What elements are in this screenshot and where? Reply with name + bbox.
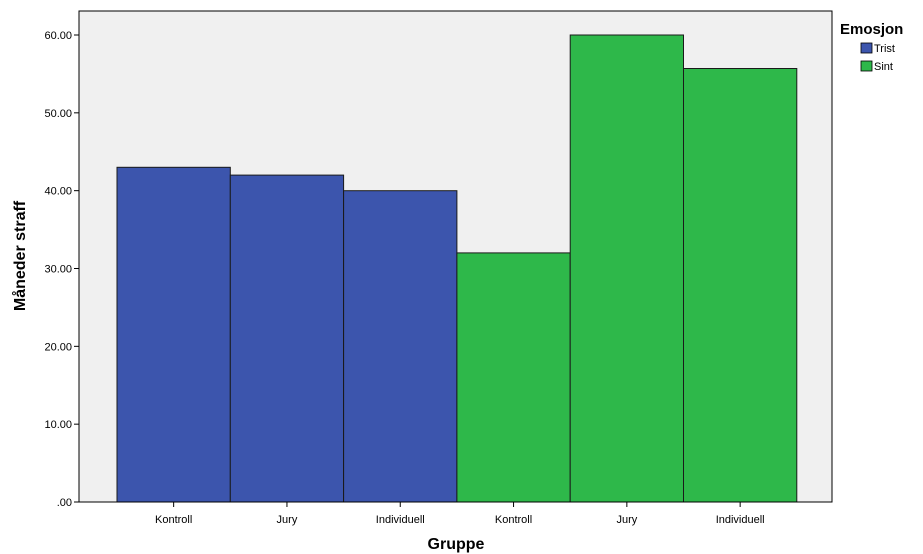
- legend-swatch-trist: [860, 42, 873, 54]
- legend-title: Emosjon: [840, 21, 903, 38]
- x-axis-title: Gruppe: [428, 536, 485, 553]
- legend-label-sint: Sint: [874, 61, 893, 73]
- bar-group: [116, 34, 798, 503]
- x-tick-label: Kontroll: [495, 514, 532, 526]
- legend-swatch-sint: [860, 60, 873, 72]
- x-tick-label: Jury: [616, 514, 637, 526]
- bar-sint-jury: [569, 34, 685, 503]
- y-tick-label: 20.00: [44, 341, 72, 353]
- x-tick-label: Individuell: [716, 514, 765, 526]
- x-tick-label: Individuell: [376, 514, 425, 526]
- bar-trist-kontroll: [116, 166, 231, 503]
- y-tick-label: 60.00: [44, 30, 72, 42]
- bar-sint-kontroll: [456, 252, 571, 503]
- legend-label-trist: Trist: [874, 43, 895, 55]
- bar-sint-individuell: [683, 68, 798, 503]
- legend: Emosjon Trist Sint: [840, 21, 903, 73]
- y-tick-label: 50.00: [44, 108, 72, 120]
- y-axis-title: Måneder straff: [11, 200, 29, 311]
- x-tick-label: Kontroll: [155, 514, 192, 526]
- y-tick-label: 40.00: [44, 186, 72, 198]
- x-axis: Kontroll Jury Individuell Kontroll Jury Indiv…: [79, 501, 832, 526]
- bar-trist-jury: [229, 174, 345, 503]
- y-tick-label: 30.00: [44, 264, 72, 276]
- y-tick-label: 10.00: [44, 419, 72, 431]
- x-tick-label: Jury: [277, 514, 298, 526]
- y-axis: .00 10.00 20.00 30.00 40.00 50.00 60.00: [44, 11, 80, 509]
- bar-trist-individuell: [343, 190, 458, 503]
- y-tick-label: .00: [57, 497, 72, 509]
